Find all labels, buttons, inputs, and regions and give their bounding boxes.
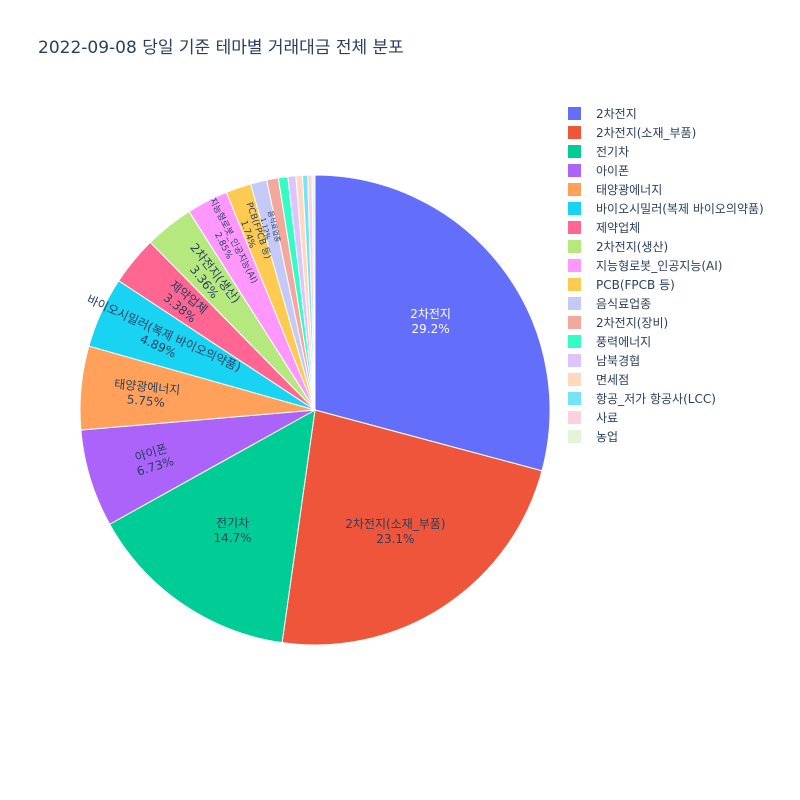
legend-item-2차전지-장비[interactable]: 2차전지(장비) <box>568 313 764 332</box>
legend-label: 제약업체 <box>596 221 641 235</box>
legend-label: 농업 <box>596 430 619 444</box>
slice-label-percent: 29.2% <box>412 322 450 336</box>
legend-label: 2차전지(소재_부품) <box>596 126 697 140</box>
legend-label: 남북경협 <box>596 354 641 368</box>
legend-swatch <box>568 297 581 310</box>
legend-item-항공-저가-항공사-lcc[interactable]: 항공_저가 항공사(LCC) <box>568 389 764 408</box>
legend-label: 태양광에너지 <box>596 183 663 197</box>
legend-item-농업[interactable]: 농업 <box>568 427 764 446</box>
legend-swatch <box>568 107 581 120</box>
pie-slice-전기차[interactable] <box>108 409 316 644</box>
legend-label: 아이폰 <box>596 164 630 178</box>
legend-item-풍력에너지[interactable]: 풍력에너지 <box>568 332 764 351</box>
slice-label-percent: 14.7% <box>213 531 251 545</box>
slice-label-name: 2차전지(소재_부품) <box>345 517 445 531</box>
chart-title: 2022-09-08 당일 기준 테마별 거래대금 전체 분포 <box>38 38 404 58</box>
legend-item-음식료업종[interactable]: 음식료업종 <box>568 294 764 313</box>
legend-item-2차전지-생산[interactable]: 2차전지(생산) <box>568 237 764 256</box>
pie-slice-2차전지[interactable] <box>314 174 551 472</box>
legend-item-지능형로봇-인공지능-ai[interactable]: 지능형로봇_인공지능(AI) <box>568 256 764 275</box>
legend-swatch <box>568 278 581 291</box>
legend-label: 전기차 <box>596 145 630 159</box>
slice-label-name: 태양광에너지 <box>114 377 181 397</box>
pie-slice-농업[interactable] <box>311 174 316 411</box>
legend-label: 2차전지 <box>596 107 637 121</box>
legend-label: 지능형로봇_인공지능(AI) <box>596 259 723 273</box>
legend-item-바이오시밀러-복제-바이오의약품[interactable]: 바이오시밀러(복제 바이오의약품) <box>568 199 764 218</box>
legend-label: 항공_저가 항공사(LCC) <box>596 392 716 406</box>
legend-swatch <box>568 373 581 386</box>
legend-item-태양광에너지[interactable]: 태양광에너지 <box>568 180 764 199</box>
legend-label: PCB(FPCB 등) <box>596 278 675 292</box>
slice-label-percent: 5.75% <box>126 392 165 410</box>
legend-label: 2차전지(장비) <box>596 316 669 330</box>
legend-item-남북경협[interactable]: 남북경협 <box>568 351 764 370</box>
legend-swatch <box>568 240 581 253</box>
slice-label-name: 전기차 <box>216 516 249 530</box>
pie-slice-2차전지-소재-부품[interactable] <box>281 409 543 646</box>
legend-swatch <box>568 183 581 196</box>
legend-swatch <box>568 354 581 367</box>
legend-swatch <box>568 259 581 272</box>
legend-item-2차전지[interactable]: 2차전지 <box>568 104 764 123</box>
legend-item-pcb-fpcb-등[interactable]: PCB(FPCB 등) <box>568 275 764 294</box>
legend-swatch <box>568 411 581 424</box>
legend-item-사료[interactable]: 사료 <box>568 408 764 427</box>
legend-label: 2차전지(생산) <box>596 240 669 254</box>
legend-item-2차전지-소재-부품[interactable]: 2차전지(소재_부품) <box>568 123 764 142</box>
legend-swatch <box>568 126 581 139</box>
legend-label: 사료 <box>596 411 619 425</box>
legend-item-제약업체[interactable]: 제약업체 <box>568 218 764 237</box>
legend-swatch <box>568 392 581 405</box>
legend-item-아이폰[interactable]: 아이폰 <box>568 161 764 180</box>
slice-label-percent: 23.1% <box>376 532 414 546</box>
legend-swatch <box>568 221 581 234</box>
legend-label: 면세점 <box>596 373 630 387</box>
legend-label: 바이오시밀러(복제 바이오의약품) <box>596 202 764 216</box>
slice-label-name: 2차전지 <box>410 307 451 321</box>
legend-item-면세점[interactable]: 면세점 <box>568 370 764 389</box>
legend-item-전기차[interactable]: 전기차 <box>568 142 764 161</box>
legend-swatch <box>568 145 581 158</box>
legend-swatch <box>568 335 581 348</box>
slice-label-2차전지-소재-부품: 2차전지(소재_부품)23.1% <box>345 517 445 546</box>
legend-swatch <box>568 316 581 329</box>
legend-label: 풍력에너지 <box>596 335 652 349</box>
legend-swatch <box>568 164 581 177</box>
legend-swatch <box>568 202 581 215</box>
legend-swatch <box>568 430 581 443</box>
legend-label: 음식료업종 <box>596 297 652 311</box>
